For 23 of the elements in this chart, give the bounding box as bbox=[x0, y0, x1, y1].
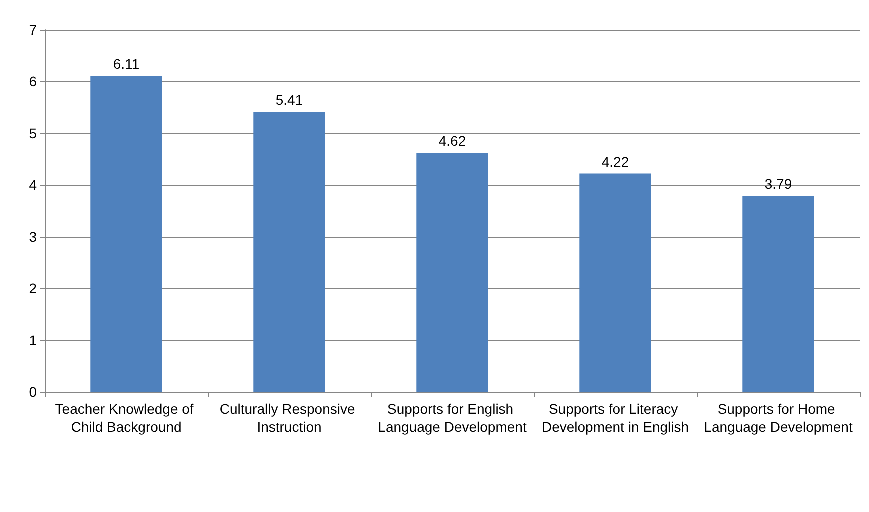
data-label: 4.22 bbox=[602, 154, 630, 170]
bar bbox=[254, 112, 326, 392]
bar bbox=[416, 153, 488, 392]
y-tick-label: 5 bbox=[29, 125, 38, 142]
bar bbox=[90, 76, 162, 392]
data-label: 4.62 bbox=[438, 133, 466, 150]
data-label: 3.79 bbox=[764, 176, 792, 192]
x-tick-label: Supports for Literacy Development in English bbox=[542, 401, 690, 435]
y-tick-label: 1 bbox=[29, 332, 38, 348]
x-tick-label: Teacher Knowledge of Child Background bbox=[55, 401, 198, 435]
bar bbox=[742, 196, 814, 392]
y-tick-label: 3 bbox=[29, 228, 38, 245]
y-tick-label: 7 bbox=[29, 22, 38, 38]
y-tick-label: 4 bbox=[29, 177, 38, 194]
y-tick-label: 0 bbox=[29, 384, 38, 400]
y-tick-label: 6 bbox=[29, 74, 38, 90]
x-tick-label: Supports for English Language Development bbox=[378, 401, 527, 435]
y-tick-label: 2 bbox=[29, 280, 38, 297]
x-tick-label: Culturally Responsive Instruction bbox=[220, 401, 360, 435]
data-label: 5.41 bbox=[276, 92, 304, 108]
bar bbox=[580, 174, 652, 392]
x-tick-label: Supports for Home Language Development bbox=[704, 401, 853, 435]
data-label: 6.11 bbox=[113, 56, 140, 72]
